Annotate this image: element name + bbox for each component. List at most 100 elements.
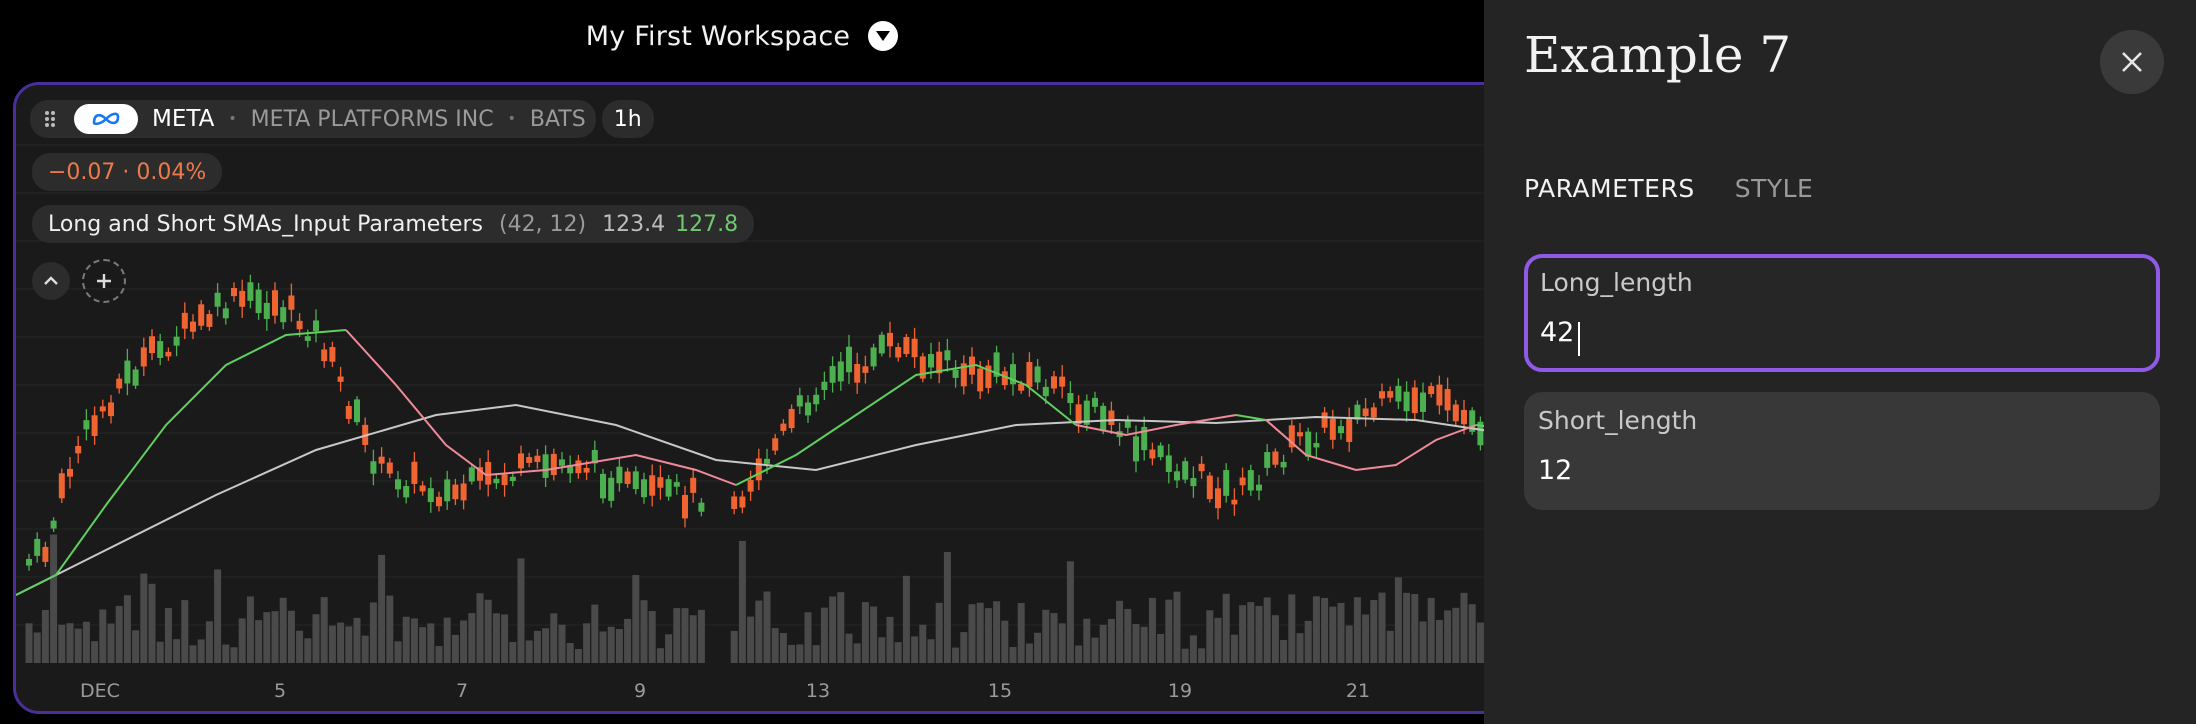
volume-bar [1280, 639, 1288, 663]
short-sma-value: 127.8 [675, 211, 739, 237]
exchange-name: BATS [529, 106, 586, 132]
candle-body [91, 415, 98, 436]
volume-bar [214, 569, 222, 663]
candle-body [608, 477, 615, 501]
candle-body [255, 289, 262, 314]
candle-body [444, 479, 451, 502]
plus-icon[interactable] [82, 259, 126, 303]
close-icon[interactable] [2100, 30, 2164, 94]
volume-bar [164, 607, 172, 663]
volume-bar [107, 623, 115, 663]
chevron-down-icon[interactable] [868, 21, 899, 51]
volume-bar [304, 638, 312, 663]
candle-body [526, 457, 533, 463]
volume-bar [1304, 620, 1312, 663]
candle-body [1165, 455, 1172, 473]
candle-body [1108, 410, 1115, 426]
candle-body [837, 361, 844, 382]
candle-body [1370, 407, 1377, 418]
volume-bar [1370, 600, 1378, 663]
volume-bar [484, 599, 492, 663]
workspace-header: My First Workspace [0, 0, 1484, 72]
tab-parameters[interactable]: PARAMETERS [1524, 174, 1695, 203]
short-length-field[interactable]: Short_length [1524, 392, 2160, 510]
price-change-pill: −0.07 · 0.04% [32, 153, 223, 191]
candle-body [1387, 391, 1394, 398]
candle-body [1436, 384, 1443, 406]
candle-body [1223, 470, 1230, 496]
indicator-params: (42, 12) [498, 211, 587, 237]
volume-bar [287, 610, 295, 663]
volume-bar [919, 624, 927, 663]
candle-body [1411, 387, 1418, 414]
volume-bar [33, 632, 41, 663]
long-sma-value: 123.4 [602, 211, 666, 237]
long-length-input[interactable] [1540, 317, 2144, 348]
volume-bar [763, 591, 771, 663]
volume-bar [1181, 648, 1189, 663]
candle-body [337, 376, 344, 382]
short-length-input[interactable] [1538, 455, 2146, 486]
volume-bar [771, 628, 779, 663]
symbol-ticker: META [152, 106, 215, 132]
chart-panel[interactable]: DEC 5 7 9 13 15 19 21 META • META PLATFORMS INC… [13, 82, 1519, 714]
candle-body [501, 474, 508, 486]
volume-bar [1050, 613, 1058, 663]
candle-body [846, 346, 852, 373]
tab-style[interactable]: STYLE [1734, 174, 1814, 203]
candle-body [67, 468, 73, 477]
candle-body [1403, 391, 1410, 412]
candle-body [731, 496, 738, 509]
candle-body [764, 458, 770, 464]
volume-bar [607, 626, 615, 663]
volume-bar [755, 600, 763, 663]
volume-bar [1337, 602, 1345, 663]
volume-bar [1083, 618, 1091, 663]
candle-body [1100, 405, 1107, 432]
volume-bar [1329, 606, 1337, 663]
volume-bar [66, 623, 74, 663]
candle-body [1313, 443, 1320, 448]
x-axis-label: 7 [456, 680, 468, 702]
volume-bar [673, 608, 681, 663]
x-axis-label: 13 [806, 680, 830, 702]
candle-body [600, 473, 606, 499]
volume-bar [115, 605, 123, 663]
panel-tabs: PARAMETERS STYLE [1524, 174, 1813, 203]
volume-bar [747, 616, 755, 663]
volume-bar [74, 628, 82, 663]
symbol-pill[interactable]: META • META PLATFORMS INC • BATS [30, 100, 596, 138]
candle-body [509, 476, 516, 482]
drag-handle-icon[interactable] [40, 109, 60, 129]
indicator-pill[interactable]: Long and Short SMAs_Input Parameters (42… [32, 205, 755, 243]
chevron-up-icon[interactable] [32, 262, 70, 300]
volume-bar [468, 613, 476, 663]
candle-body [157, 341, 164, 358]
short-sma-line [16, 329, 347, 596]
volume-bar [1230, 634, 1238, 663]
panel-title: Example 7 [1524, 26, 1792, 84]
candle-body [985, 365, 992, 388]
price-chart[interactable]: DEC 5 7 9 13 15 19 21 [16, 85, 1516, 711]
candle-body [919, 356, 926, 379]
long-length-field[interactable]: Long_length [1524, 254, 2160, 372]
candle-body [591, 449, 598, 464]
volume-bar [443, 617, 451, 663]
candle-body [1092, 397, 1098, 407]
volume-bar [345, 626, 353, 663]
volume-bar [927, 639, 935, 663]
volume-bar [476, 593, 484, 663]
candle-body [641, 479, 647, 498]
workspace-title[interactable]: My First Workspace [585, 20, 851, 52]
candle-body [1182, 461, 1189, 480]
candle-body [42, 546, 49, 562]
volume-bar [82, 621, 90, 663]
candle-body [272, 290, 278, 316]
candle-body [58, 473, 65, 499]
candle-body [1059, 376, 1066, 387]
timeframe-button[interactable]: 1h [601, 100, 654, 138]
candle-body [821, 381, 828, 390]
candle-body [960, 363, 967, 387]
volume-bar [779, 633, 787, 663]
volume-bar [870, 606, 878, 663]
